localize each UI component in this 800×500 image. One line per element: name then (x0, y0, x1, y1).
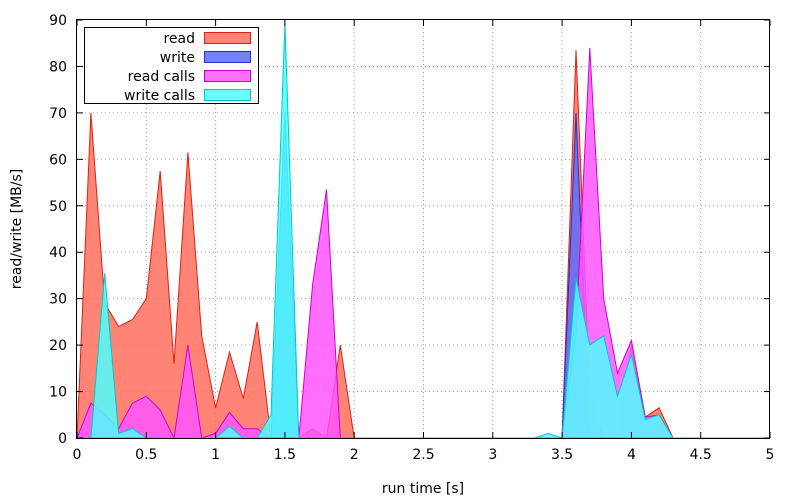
x-tick-label: 1.5 (274, 447, 296, 463)
x-tick-label: 2 (350, 447, 359, 463)
y-tick-labels: 0 10 20 30 40 50 60 70 80 90 (49, 13, 67, 447)
legend-swatch (204, 32, 251, 44)
legend-entries: read write read calls write calls (124, 31, 251, 104)
y-tick-label: 60 (49, 152, 67, 168)
legend-label: read (163, 31, 195, 47)
y-tick-label: 40 (49, 245, 67, 261)
x-tick-label: 5 (766, 447, 775, 463)
legend-label: write calls (124, 88, 195, 104)
legend-swatch (204, 51, 251, 63)
y-tick-label: 30 (49, 292, 67, 308)
legend: read write read calls write calls (84, 27, 259, 104)
x-tick-label: 0.5 (135, 447, 157, 463)
plot-frame (76, 19, 770, 439)
axes (76, 19, 771, 439)
legend-label: write (160, 50, 195, 66)
y-tick-label: 50 (49, 199, 67, 215)
x-tick-label: 3.5 (551, 447, 573, 463)
legend-swatch (204, 70, 251, 82)
x-tick-label: 1 (211, 447, 220, 463)
x-tick-label: 2.5 (412, 447, 434, 463)
x-tick-labels: 0 0.5 1 1.5 2 2.5 3 3.5 4 4.5 5 (73, 447, 775, 463)
x-tick-label: 4.5 (690, 447, 712, 463)
legend-swatch (204, 89, 251, 101)
y-tick-label: 20 (49, 338, 67, 354)
y-tick-label: 80 (49, 59, 67, 75)
y-tick-label: 0 (58, 431, 67, 447)
y-tick-label: 10 (49, 385, 67, 401)
x-tick-label: 0 (73, 447, 82, 463)
x-axis-title: run time [s] (382, 481, 464, 497)
legend-label: read calls (128, 69, 195, 85)
x-tick-label: 3 (488, 447, 497, 463)
x-tick-label: 4 (627, 447, 636, 463)
y-tick-label: 70 (49, 106, 67, 122)
y-tick-label: 90 (49, 13, 67, 29)
y-axis-title: read/write [MB/s] (9, 169, 25, 290)
